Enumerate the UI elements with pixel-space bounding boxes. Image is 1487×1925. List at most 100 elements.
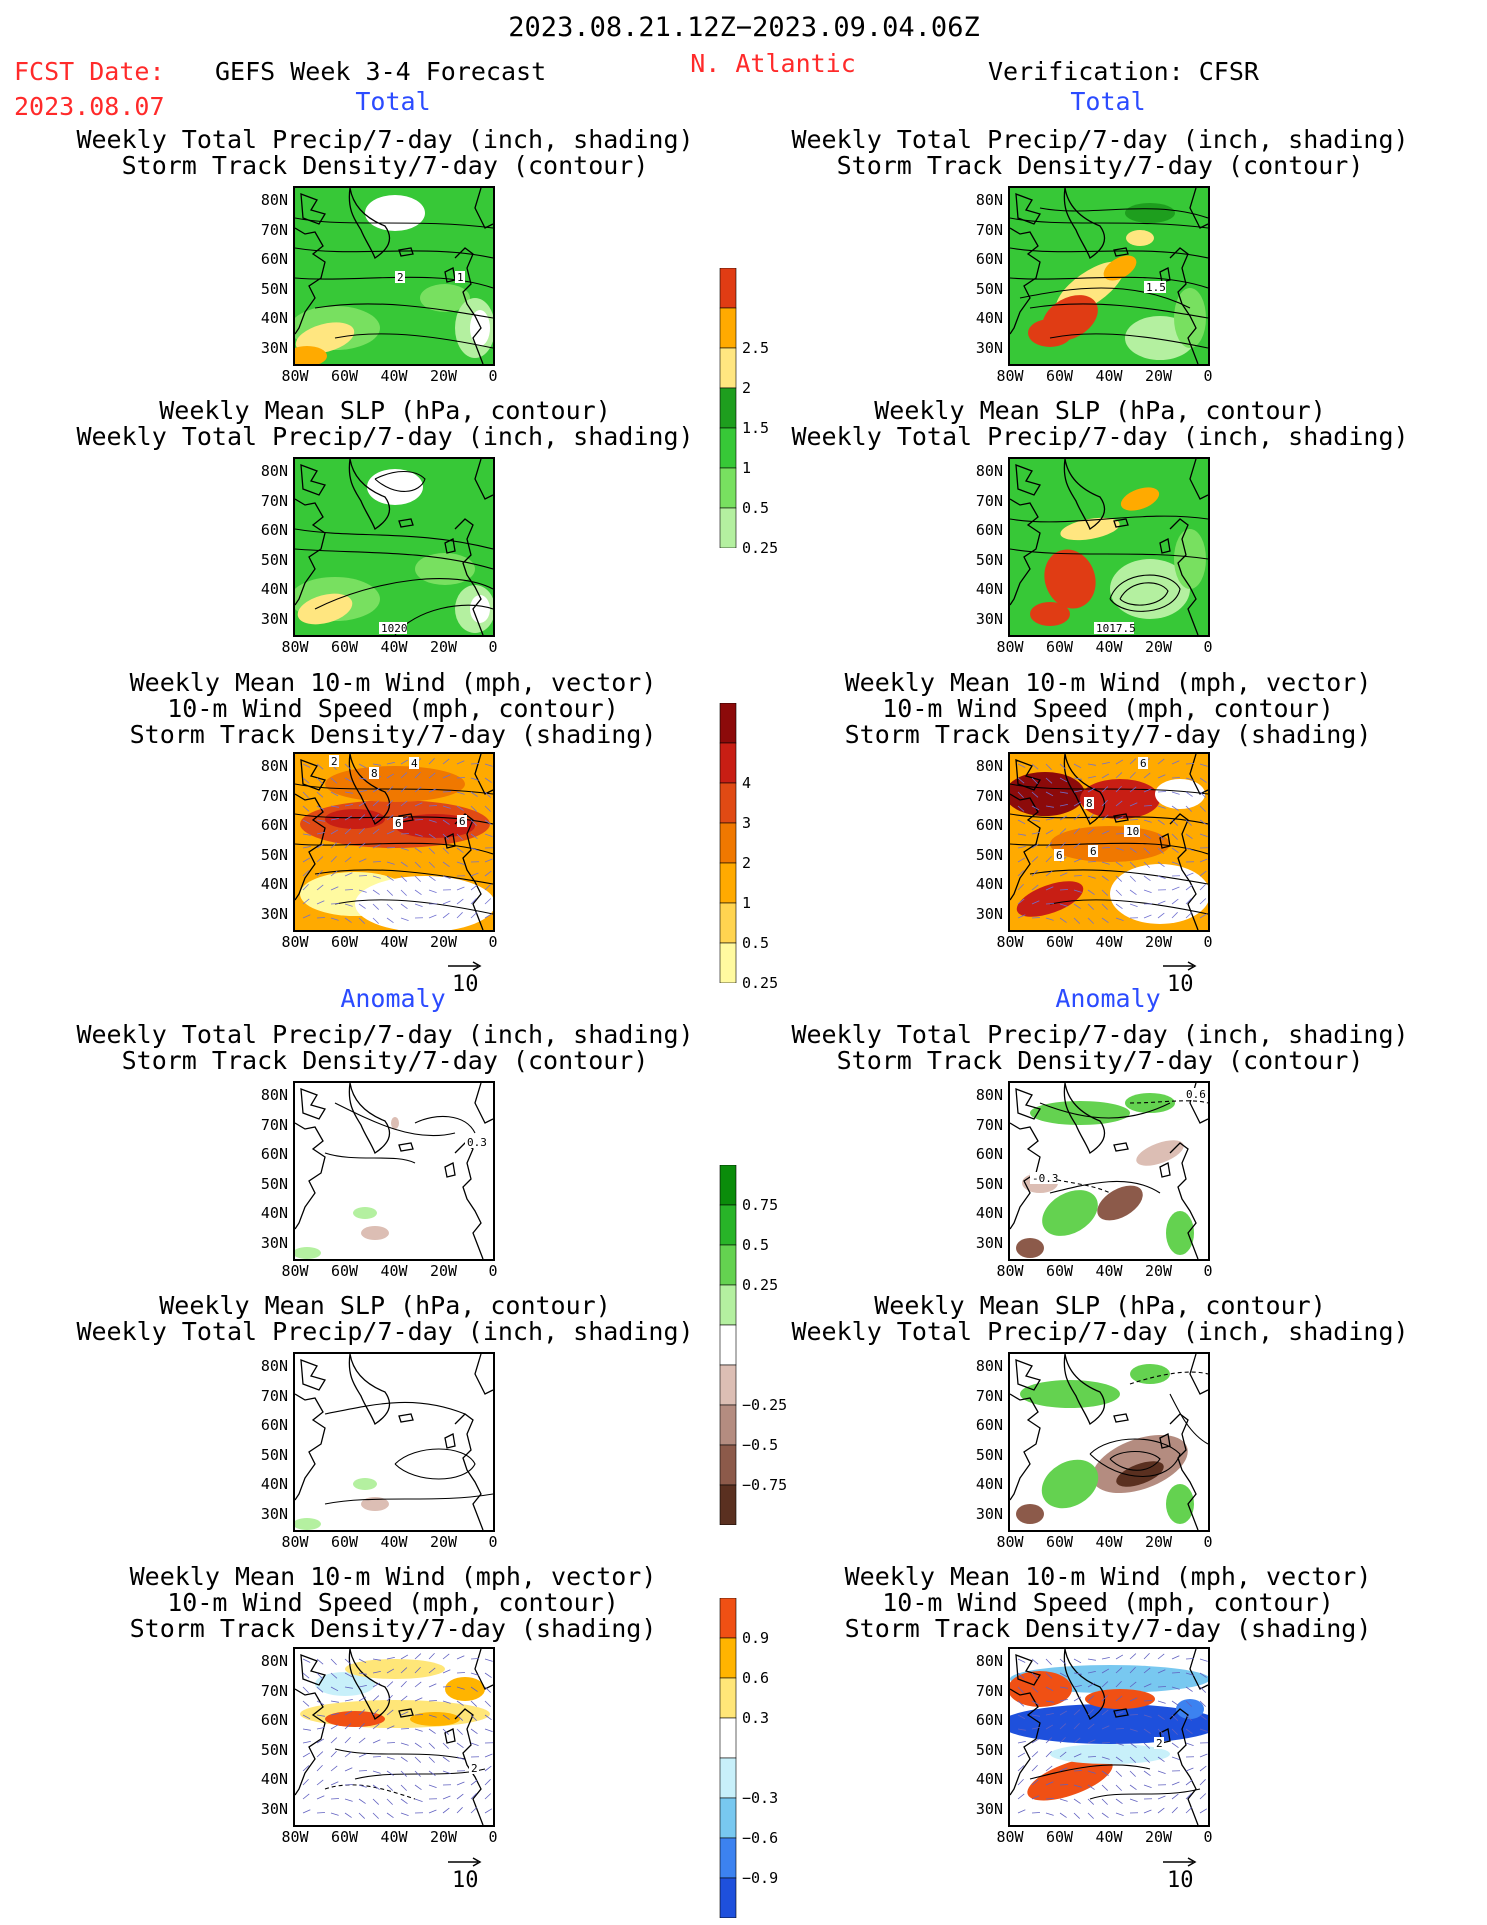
colorbar-label: 1.5 [742,419,770,437]
shading-area [295,1518,321,1530]
section-total-right: Total [1070,87,1146,116]
shading-area [470,310,490,346]
map-wind-storm-anomaly-verification: 2 [1008,1647,1210,1827]
colorbar-label: −0.6 [742,1829,779,1847]
shading-area [1103,255,1137,281]
lat-tick-label: 60N [260,1416,288,1434]
lon-tick-label: 0 [1203,1533,1213,1551]
coastline [295,459,493,635]
lat-tick-label: 30N [260,609,288,628]
lat-tick-label: 40N [975,1204,1003,1222]
lon-tick-label: 40W [1095,1262,1123,1280]
lon-tick-label: 20W [429,1828,458,1846]
colorbar-segment [719,1444,737,1486]
lon-tick-label: 20W [1144,367,1173,385]
svg-text:2: 2 [397,271,404,284]
contour-lines [1010,207,1208,349]
lat-tick-label: 80N [975,1652,1003,1670]
colorbar-label: −0.75 [742,1476,788,1494]
lon-tick-label: 0 [1203,638,1213,656]
colorbar-segment [719,347,737,389]
lon-tick-label: 0 [488,638,498,656]
colorbar-segment [719,1597,737,1639]
lat-tick-label: 50N [260,1174,288,1193]
lon-tick-label: 0 [488,1533,498,1551]
fcst-date-label: FCST Date: [14,57,165,86]
shading-area [353,1478,377,1490]
colorbar-segment [719,822,737,864]
lon-tick-label: 40W [1095,638,1123,656]
map-slp-precip-forecast: 1020 [293,457,495,637]
title-precip-storm-r1: Weekly Total Precip/7-day (inch, shading… [791,125,1409,180]
colorbar-segment [719,782,737,824]
lat-tick-label: 70N [260,220,288,239]
lat-tick-label: 50N [975,550,1003,569]
contour-lines [324,1784,416,1800]
lon-tick-label: 80W [996,1828,1024,1846]
svg-text:8: 8 [371,767,378,780]
lat-tick-label: 30N [975,1799,1003,1818]
shading-area [375,203,415,223]
map-precip-storm-anomaly-forecast: 0.3 [293,1081,495,1261]
colorbar-label: 1 [742,459,752,477]
svg-text:6: 6 [395,817,402,830]
svg-text:1017.5: 1017.5 [1096,622,1136,635]
contour-label: 0.3 [465,1136,487,1149]
shading-area [1116,1461,1164,1487]
lon-tick-label: 60W [1045,638,1074,656]
shading-area [1016,1504,1044,1524]
lat-tick-label: 80N [260,1086,288,1104]
lat-tick-label: 80N [260,1652,288,1670]
wind-vectors [1017,757,1208,924]
colorbar-label: 2 [742,379,752,397]
lat-tick-label: 40N [975,309,1003,327]
colorbar-label: 0.6 [742,1669,770,1687]
fcst-date-value: 2023.08.07 [14,92,165,121]
lon-tick-label: 40W [380,1533,408,1551]
shading-area [1020,1380,1120,1408]
colorbar-segment [719,1204,737,1246]
lon-tick-label: 80W [281,1262,309,1280]
svg-text:-0.3: -0.3 [1032,1172,1059,1185]
colorbar-label: 0.9 [742,1629,770,1647]
wind-vectors [1017,1652,1208,1819]
shading-area [1097,1185,1143,1221]
lon-tick-label: 20W [1144,1262,1173,1280]
svg-text:0.3: 0.3 [467,1136,487,1149]
shading-area [361,1497,389,1511]
lat-tick-label: 70N [260,1115,288,1134]
contour-label: 4 [409,757,419,770]
shading-area [361,1226,389,1240]
colorbar-label: −0.25 [742,1396,788,1414]
contour-label: 2 [1154,1737,1164,1750]
colorbar-segment [719,1637,737,1679]
lon-tick-label: 40W [380,1262,408,1280]
lat-tick-label: 80N [260,1357,288,1375]
colorbar-segment [719,1837,737,1879]
section-anomaly-left: Anomaly [340,984,446,1013]
lat-tick-label: 80N [975,191,1003,209]
colorbar-label: 2 [742,854,752,872]
lon-tick-label: 40W [1095,1828,1123,1846]
svg-text:10: 10 [1126,825,1139,838]
model-title: GEFS Week 3-4 Forecast [215,57,547,86]
title-slp-precip-r2: Weekly Mean SLP (hPa, contour) Weekly Tot… [791,1291,1409,1346]
coastline [1010,459,1208,635]
lat-tick-label: 60N [260,1145,288,1163]
lon-tick-label: 80W [996,1262,1024,1280]
shading-area [1016,1238,1044,1258]
shading-area [1136,1140,1184,1166]
lon-tick-label: 60W [1045,367,1074,385]
map-slp-precip-verification: 1017.5 [1008,457,1210,637]
svg-text:6: 6 [459,815,466,828]
shading-area [391,1117,399,1129]
colorbar-segment [719,307,737,349]
lon-tick-label: 80W [996,638,1024,656]
svg-text:8: 8 [1086,797,1093,810]
lon-tick-label: 60W [330,933,359,951]
colorbar-label: 3 [742,814,752,832]
lat-tick-label: 60N [260,521,288,539]
shading-area [1130,1364,1170,1384]
lon-tick-label: 80W [281,367,309,385]
colorbar-segment [719,1797,737,1839]
